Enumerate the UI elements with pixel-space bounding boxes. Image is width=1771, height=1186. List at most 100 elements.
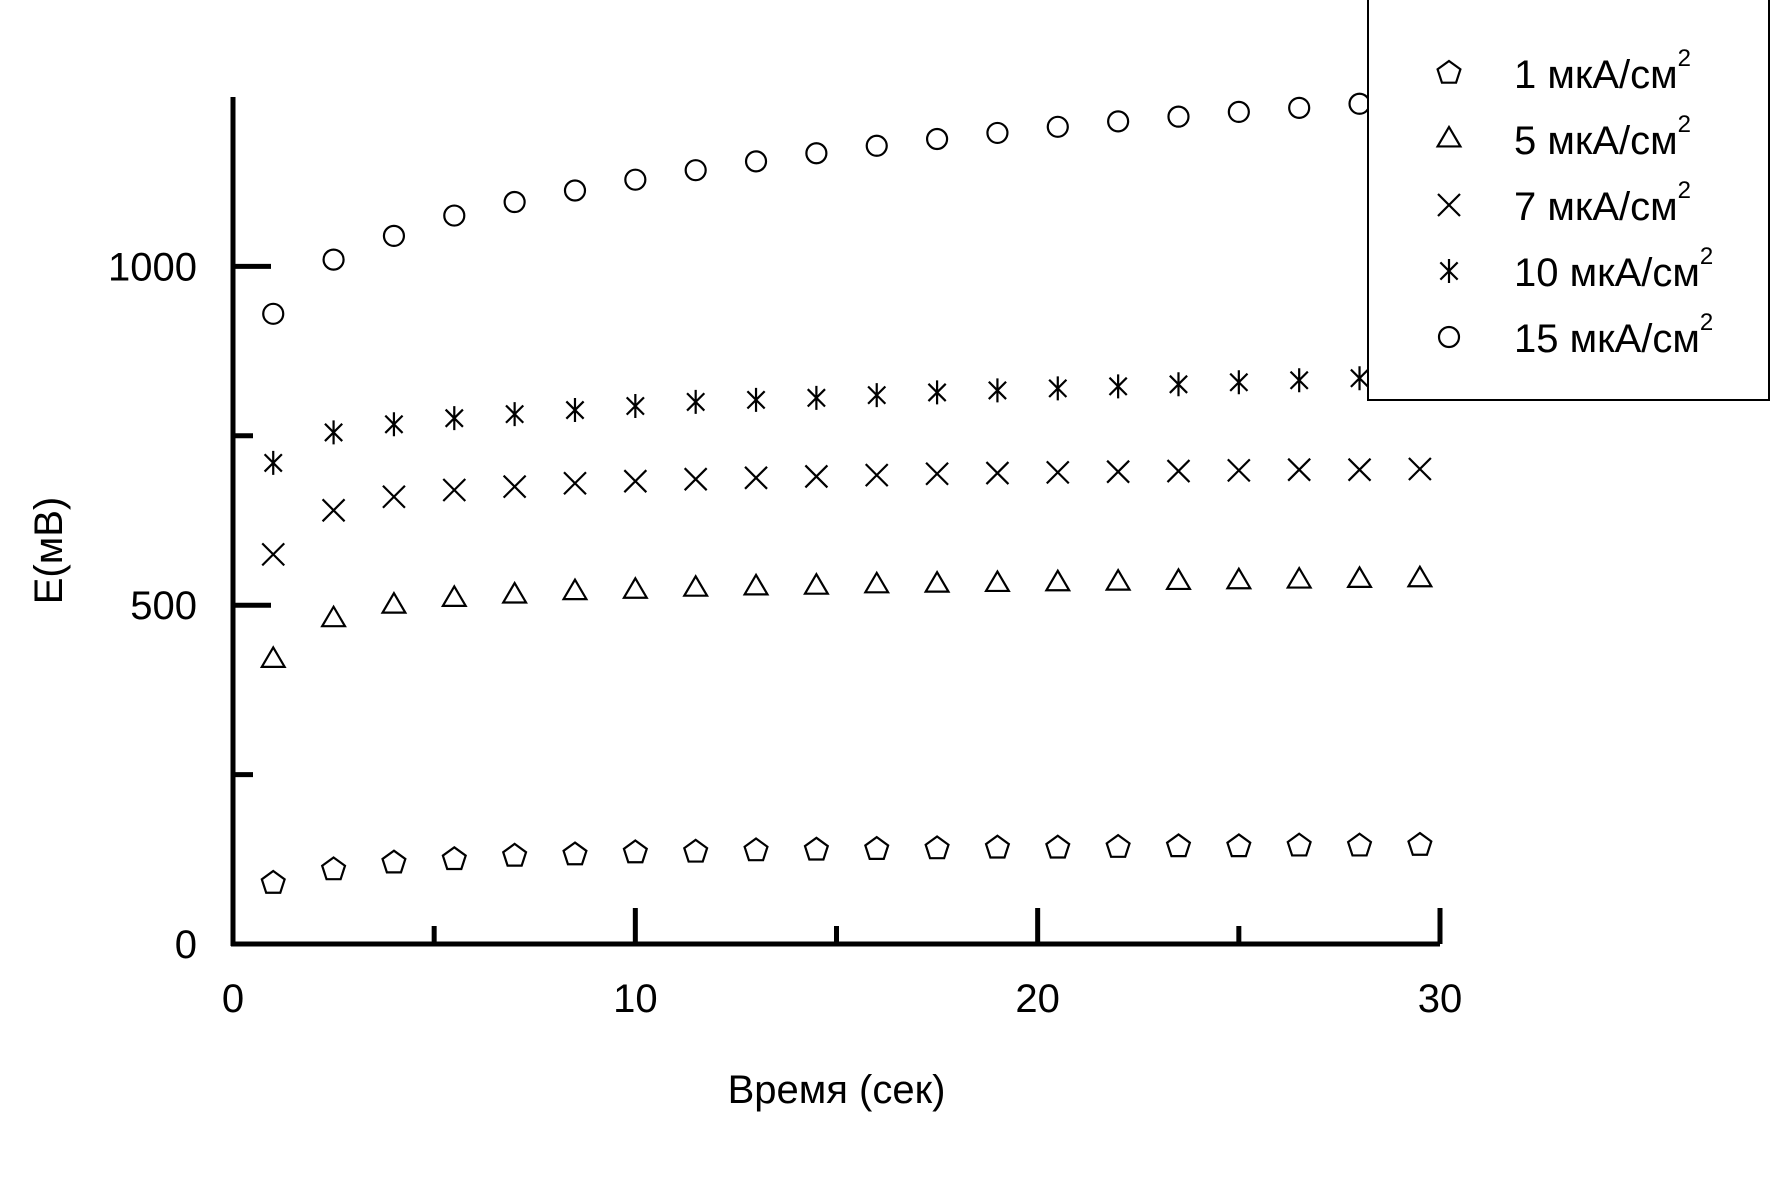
data-point [382, 224, 406, 248]
plot-area [259, 89, 1434, 894]
data-point [442, 478, 467, 502]
data-point [561, 577, 589, 601]
data-point [925, 127, 949, 151]
y-tick-label: 500 [130, 584, 197, 628]
data-point [1350, 366, 1369, 391]
data-point [924, 835, 950, 860]
legend-label-text: 10 мкА/см [1514, 251, 1700, 295]
data-point [988, 378, 1007, 403]
data-point [441, 845, 467, 871]
data-point [1104, 567, 1132, 591]
data-point [321, 498, 346, 523]
series-1 [260, 831, 1433, 894]
data-point [1167, 105, 1190, 128]
legend-label-text: 7 мкА/см [1514, 185, 1678, 229]
data-point [623, 469, 648, 493]
series-5 [262, 89, 1431, 325]
legend-item: 15 мкА/см2 [1437, 309, 1713, 361]
data-point [384, 412, 404, 437]
data-point [865, 134, 888, 157]
data-point [867, 383, 887, 408]
legend-marker [1436, 59, 1462, 84]
legend-label: 1 мкА/см2 [1514, 45, 1691, 97]
data-point [1105, 833, 1131, 858]
data-point [742, 572, 770, 596]
legend-label-text: 5 мкА/см [1514, 119, 1678, 163]
data-point [744, 150, 768, 173]
legend-marker [1437, 193, 1461, 217]
data-point [744, 466, 768, 490]
data-point [1348, 92, 1371, 115]
data-point [1227, 458, 1251, 483]
data-point [1169, 372, 1188, 397]
data-point [1285, 565, 1313, 589]
data-point [1408, 457, 1432, 481]
data-point [565, 398, 585, 423]
data-point [505, 402, 525, 427]
legend-label-superscript: 2 [1700, 309, 1713, 336]
x-tick-label: 0 [222, 977, 244, 1021]
data-point [380, 591, 408, 614]
data-point [1046, 460, 1070, 485]
data-point [382, 485, 406, 509]
data-point [806, 385, 826, 410]
data-point [501, 580, 528, 604]
legend-marker [1437, 325, 1461, 349]
data-point [1046, 115, 1069, 138]
legend-label-superscript: 2 [1678, 111, 1691, 138]
legend-label-superscript: 2 [1678, 45, 1691, 72]
data-point [624, 168, 647, 191]
data-point [1106, 459, 1130, 484]
legend-label-text: 15 мкА/см [1514, 317, 1700, 361]
data-point [803, 572, 830, 595]
data-point [984, 834, 1011, 859]
data-point [1286, 832, 1312, 857]
data-point [925, 461, 949, 486]
legend-label: 10 мкА/см2 [1514, 243, 1713, 295]
x-ticks: 0 10 20 30 [222, 908, 1462, 1021]
legend-label-superscript: 2 [1700, 243, 1713, 270]
data-point [1107, 110, 1130, 133]
data-point [1108, 374, 1128, 399]
data-point [324, 420, 344, 445]
legend-item: 7 мкА/см2 [1437, 177, 1691, 229]
series-4 [263, 364, 1430, 475]
x-axis-title: Время (сек) [728, 1068, 946, 1112]
data-point [1347, 457, 1372, 482]
data-point [1225, 566, 1253, 590]
data-point [320, 856, 347, 881]
legend-label: 5 мкА/см2 [1514, 111, 1691, 163]
data-point [746, 387, 766, 412]
data-point [563, 179, 587, 202]
data-point [927, 380, 947, 405]
data-point [985, 461, 1010, 485]
y-ticks: 0 500 1000 [108, 245, 271, 967]
data-point [262, 302, 285, 325]
legend-item: 5 мкА/см2 [1435, 111, 1691, 163]
data-point [1166, 459, 1191, 483]
legend-label: 7 мкА/см2 [1514, 177, 1691, 229]
data-point [864, 835, 890, 860]
data-point [684, 159, 707, 182]
data-point [322, 248, 345, 271]
x-tick-label: 10 [613, 977, 658, 1021]
legend-label-superscript: 2 [1678, 177, 1691, 204]
data-point [1346, 565, 1373, 588]
data-point [440, 584, 468, 607]
y-axis-title: E(мВ) [27, 497, 71, 605]
legend-label: 15 мкА/см2 [1514, 309, 1713, 361]
data-point [1406, 564, 1434, 588]
data-point [743, 837, 769, 862]
data-point [804, 464, 829, 489]
y-tick-label: 0 [175, 923, 197, 967]
data-point [1226, 833, 1252, 858]
data-point [984, 569, 1011, 593]
data-point [503, 190, 526, 214]
legend-item: 1 мкА/см2 [1436, 45, 1691, 97]
data-point [1407, 831, 1433, 856]
data-point [683, 467, 708, 491]
